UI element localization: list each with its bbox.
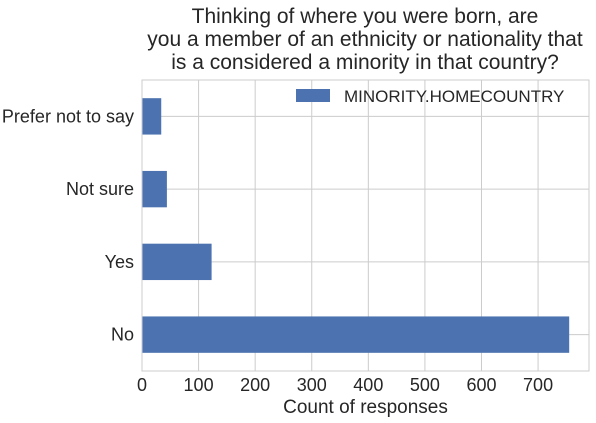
x-tick-label-6: 600 [466, 375, 496, 395]
x-tick-label-1: 100 [184, 375, 214, 395]
legend-label: MINORITY.HOMECOUNTRY [344, 87, 564, 106]
x-tick-labels: 0 100 200 300 400 500 600 700 [137, 375, 553, 395]
x-tick-label-5: 500 [410, 375, 440, 395]
bars [142, 98, 570, 353]
chart-title-line-1: Thinking of where you were born, are [192, 5, 539, 28]
chart-title: Thinking of where you were born, are you… [147, 5, 583, 74]
bar-not-sure [142, 170, 167, 208]
y-tick-label-0: No [111, 325, 134, 345]
chart-title-line-2: you a member of an ethnicity or national… [147, 28, 583, 51]
bar-yes [142, 243, 212, 281]
y-tick-labels: No Yes Not sure Prefer not to say [2, 106, 134, 344]
x-tick-label-4: 400 [353, 375, 383, 395]
x-tick-label-7: 700 [523, 375, 553, 395]
plot-frame [141, 79, 590, 372]
x-tick-label-3: 300 [297, 375, 327, 395]
x-tick-label-0: 0 [137, 375, 147, 395]
y-tick-label-2: Not sure [66, 179, 134, 199]
bar-prefer-not-to-say [142, 98, 162, 135]
chart-title-line-3: is a considered a minority in that count… [171, 51, 559, 74]
bar-no [142, 316, 570, 353]
x-axis-label: Count of responses [283, 397, 448, 418]
x-tick-label-2: 200 [240, 375, 270, 395]
y-tick-label-3: Prefer not to say [2, 106, 134, 126]
legend: MINORITY.HOMECOUNTRY [296, 87, 564, 106]
y-tick-label-1: Yes [105, 252, 134, 272]
legend-swatch [296, 89, 330, 102]
